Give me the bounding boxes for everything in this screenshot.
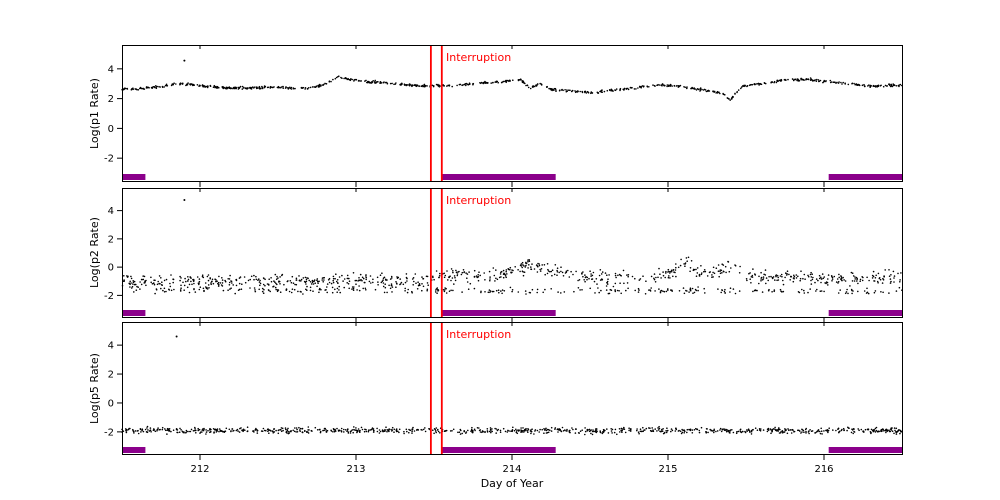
svg-text:0: 0	[108, 263, 114, 274]
svg-text:216: 216	[814, 464, 833, 475]
flag-bars	[122, 174, 902, 180]
panel-p5-rate: -2 0 2 4 212 213 214 215 216 Log(p5 Rate) Interr…	[0, 322, 1000, 475]
y-ticks: -2 0 2 4	[104, 64, 122, 165]
svg-text:0: 0	[108, 398, 114, 409]
axes-border	[122, 45, 903, 182]
flag-bars	[122, 447, 902, 453]
y-ticks: -2 0 2 4	[104, 341, 122, 438]
panel-p2-rate: -2 0 2 4 Log(p2 Rate) Interruption	[0, 188, 1000, 323]
svg-text:-2: -2	[104, 427, 114, 438]
axes-border	[122, 322, 903, 455]
interruption-label: Interruption	[446, 328, 512, 341]
interruption-lines	[429, 188, 443, 318]
scatter-points	[121, 59, 903, 101]
svg-text:214: 214	[502, 464, 521, 475]
svg-text:-2: -2	[104, 154, 114, 165]
svg-text:2: 2	[108, 94, 114, 105]
p2-rate-scatter-plot: -2 0 2 4	[104, 188, 903, 323]
interruption-label: Interruption	[446, 51, 512, 64]
p5-rate-scatter-plot: -2 0 2 4 212 213 214 215 216	[104, 322, 903, 475]
interruption-lines	[429, 45, 443, 182]
y-axis-label-p5: Log(p5 Rate)	[88, 353, 101, 424]
svg-text:0: 0	[108, 124, 114, 135]
flag-bars	[122, 310, 902, 316]
svg-text:215: 215	[658, 464, 677, 475]
svg-text:-2: -2	[104, 291, 114, 302]
svg-text:2: 2	[108, 234, 114, 245]
svg-text:4: 4	[108, 206, 114, 217]
p1-rate-scatter-plot: -2 0 2 4	[104, 45, 903, 187]
interruption-label: Interruption	[446, 194, 512, 207]
y-axis-label-p2: Log(p2 Rate)	[88, 217, 101, 289]
svg-text:213: 213	[346, 464, 365, 475]
x-ticks: 212 213 214 215 216	[190, 322, 834, 475]
svg-text:4: 4	[108, 341, 114, 352]
interruption-lines	[429, 322, 443, 455]
svg-text:212: 212	[190, 464, 209, 475]
svg-text:4: 4	[108, 64, 114, 75]
y-ticks: -2 0 2 4	[104, 206, 122, 302]
panel-p1-rate: -2 0 2 4 Log(p1 Rate) Interruption	[0, 45, 1000, 187]
axes-border	[122, 188, 903, 318]
svg-text:2: 2	[108, 370, 114, 381]
y-axis-label-p1: Log(p1 Rate)	[88, 78, 101, 149]
x-ticks	[199, 188, 825, 323]
x-axis-label: Day of Year	[480, 477, 544, 490]
scatter-points	[121, 335, 903, 436]
x-ticks	[199, 45, 825, 187]
scatter-points	[121, 199, 903, 295]
